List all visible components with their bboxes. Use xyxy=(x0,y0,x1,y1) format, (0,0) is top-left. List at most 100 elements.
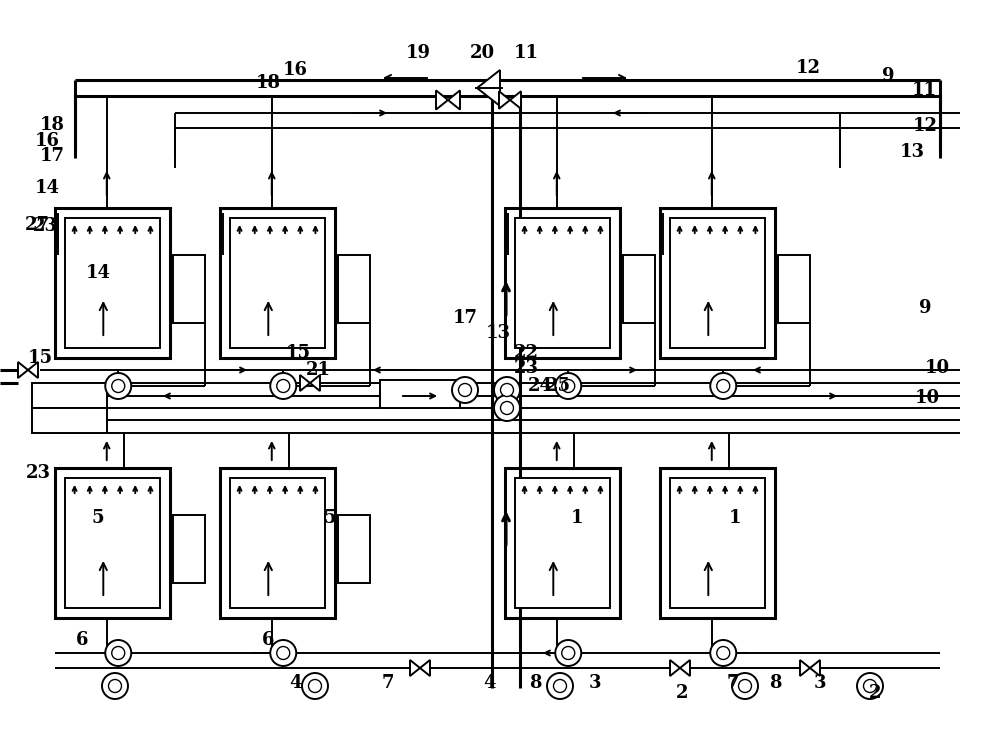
Text: 10: 10 xyxy=(914,389,940,407)
Text: 8: 8 xyxy=(529,674,541,692)
Circle shape xyxy=(732,673,758,699)
Circle shape xyxy=(864,679,876,693)
Polygon shape xyxy=(300,375,310,391)
Text: 10: 10 xyxy=(924,359,950,377)
Bar xyxy=(55,208,170,358)
Circle shape xyxy=(105,640,131,666)
Text: 17: 17 xyxy=(40,147,64,165)
Bar xyxy=(32,408,107,433)
Text: 1: 1 xyxy=(571,509,583,527)
Polygon shape xyxy=(800,660,810,676)
Circle shape xyxy=(302,673,328,699)
Text: 18: 18 xyxy=(40,116,64,134)
Text: 5: 5 xyxy=(92,509,104,527)
Bar xyxy=(32,383,107,408)
Polygon shape xyxy=(680,660,690,676)
Bar xyxy=(220,468,335,618)
Text: 9: 9 xyxy=(882,67,894,85)
Bar xyxy=(55,468,170,618)
Circle shape xyxy=(717,379,730,393)
Circle shape xyxy=(277,379,290,393)
Circle shape xyxy=(501,402,514,414)
Text: 9: 9 xyxy=(919,299,931,317)
Text: 24: 24 xyxy=(528,377,552,395)
Circle shape xyxy=(108,679,122,693)
Circle shape xyxy=(562,646,575,660)
Circle shape xyxy=(494,395,520,421)
Circle shape xyxy=(562,379,575,393)
Text: 6: 6 xyxy=(76,631,88,649)
Text: 15: 15 xyxy=(27,349,53,367)
Circle shape xyxy=(710,640,736,666)
Circle shape xyxy=(102,673,128,699)
Polygon shape xyxy=(810,660,820,676)
Polygon shape xyxy=(436,91,448,110)
Text: 11: 11 xyxy=(912,81,936,99)
Polygon shape xyxy=(28,362,38,378)
Text: 11: 11 xyxy=(514,44,538,62)
Bar xyxy=(173,255,205,323)
Text: 1: 1 xyxy=(729,509,741,527)
Bar xyxy=(515,218,610,348)
Bar xyxy=(380,380,460,408)
Text: 4: 4 xyxy=(289,674,301,692)
Text: 15: 15 xyxy=(285,344,311,362)
Text: 3: 3 xyxy=(589,674,601,692)
Polygon shape xyxy=(670,660,680,676)
Circle shape xyxy=(112,379,125,393)
Bar xyxy=(660,208,775,358)
Polygon shape xyxy=(477,70,500,106)
Bar xyxy=(505,208,620,358)
Polygon shape xyxy=(499,91,510,108)
Circle shape xyxy=(554,679,566,693)
Text: 2: 2 xyxy=(869,684,881,702)
Bar xyxy=(660,468,775,618)
Bar xyxy=(230,478,325,608)
Circle shape xyxy=(452,377,478,403)
Bar xyxy=(515,478,610,608)
Polygon shape xyxy=(448,91,460,110)
Text: 12: 12 xyxy=(796,59,820,77)
Circle shape xyxy=(277,646,290,660)
Bar xyxy=(778,255,810,323)
Circle shape xyxy=(458,384,472,396)
Text: 13: 13 xyxy=(486,324,511,342)
Text: 7: 7 xyxy=(727,674,739,692)
Bar xyxy=(220,208,335,358)
Bar xyxy=(173,515,205,583)
Circle shape xyxy=(494,377,520,403)
Polygon shape xyxy=(18,362,28,378)
Bar xyxy=(338,255,370,323)
Text: 4: 4 xyxy=(484,674,496,692)
Text: 12: 12 xyxy=(912,117,938,135)
Bar xyxy=(230,218,325,348)
Circle shape xyxy=(710,373,736,399)
Circle shape xyxy=(270,640,296,666)
Text: 14: 14 xyxy=(34,179,60,197)
Text: 18: 18 xyxy=(256,74,280,92)
Bar xyxy=(670,218,765,348)
Circle shape xyxy=(501,384,514,396)
Circle shape xyxy=(555,640,581,666)
Text: 19: 19 xyxy=(406,44,430,62)
Bar xyxy=(338,515,370,583)
Bar xyxy=(65,218,160,348)
Bar xyxy=(505,468,620,618)
Text: 23: 23 xyxy=(514,359,538,377)
Text: 16: 16 xyxy=(283,61,308,79)
Text: 21: 21 xyxy=(306,361,330,379)
Bar xyxy=(65,478,160,608)
Polygon shape xyxy=(310,375,320,391)
Text: 27: 27 xyxy=(24,216,50,234)
Circle shape xyxy=(555,373,581,399)
Text: 6: 6 xyxy=(262,631,274,649)
Text: 16: 16 xyxy=(34,132,60,150)
Circle shape xyxy=(857,673,883,699)
Text: 3: 3 xyxy=(814,674,826,692)
Circle shape xyxy=(112,646,125,660)
Polygon shape xyxy=(420,660,430,676)
Text: 5: 5 xyxy=(324,509,336,527)
Circle shape xyxy=(738,679,752,693)
Polygon shape xyxy=(510,91,521,108)
Text: 8: 8 xyxy=(769,674,781,692)
